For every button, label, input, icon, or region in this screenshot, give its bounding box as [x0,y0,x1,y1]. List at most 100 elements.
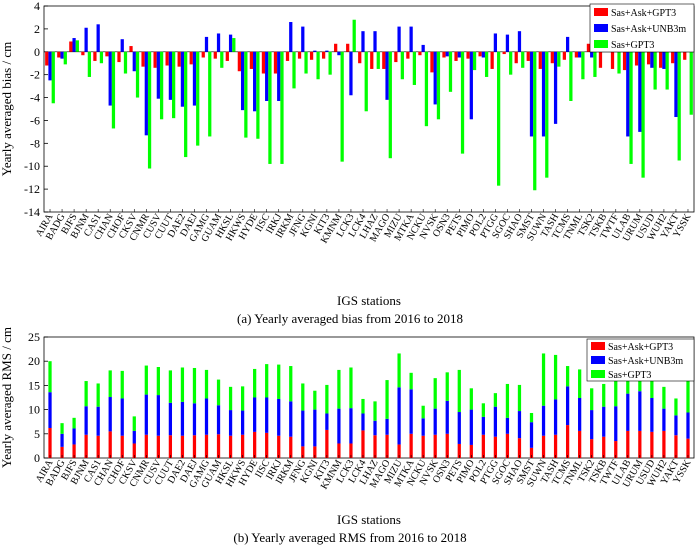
bar-sas-ask-unb3m [325,50,329,52]
bar-sas-ask-gpt3 [204,434,209,458]
bar-sas-ask-gpt3 [120,435,124,458]
bar-sas-ask-gpt3 [481,434,485,458]
bar-sas-ask-gpt3 [418,51,422,56]
bar-sas-gpt3 [168,370,173,403]
bar-sas-ask-unb3m [409,26,413,52]
bar-sas-ask-unb3m [457,51,461,58]
plot-frame [43,5,695,213]
bar-sas-ask-gpt3 [445,433,449,458]
bar-sas-gpt3 [497,51,501,186]
bar-sas-gpt3 [457,369,461,413]
bar-sas-gpt3 [409,372,413,390]
bar-sas-ask-unb3m [204,398,209,435]
bar-sas-ask-gpt3 [590,439,594,458]
bar-sas-gpt3 [340,51,344,162]
bar-sas-ask-unb3m [277,398,281,436]
bar-sas-gpt3 [602,383,606,407]
bar-sas-gpt3 [617,51,621,74]
bar-sas-gpt3 [569,51,573,101]
bar-sas-gpt3 [111,51,116,129]
bar-sas-ask-unb3m [385,51,389,100]
bar-sas-gpt3 [593,51,597,77]
bar-sas-ask-unb3m [614,406,618,442]
bar-sas-ask-gpt3 [177,51,181,67]
bar-sas-ask-unb3m [337,408,341,444]
bar-sas-gpt3 [63,51,67,65]
bar-sas-ask-gpt3 [466,51,470,59]
bar-sas-gpt3 [565,366,570,387]
bar-sas-ask-gpt3 [60,446,64,458]
legend: Sas+Ask+GPT3 Sas+Ask+UNB3m Sas+GPT3 [586,338,695,382]
y-tick-label: -14 [24,205,40,219]
bar-sas-ask-unb3m [216,33,221,52]
bar-sas-ask-gpt3 [346,43,350,52]
bar-sas-ask-unb3m [144,51,148,136]
bar-sas-gpt3 [641,51,645,178]
bar-sas-ask-gpt3 [225,51,229,61]
bar-sas-gpt3 [99,51,104,64]
bar-sas-ask-gpt3 [526,51,530,61]
bar-sas-ask-gpt3 [406,51,410,59]
bar-sas-ask-unb3m [565,36,570,52]
bar-sas-gpt3 [581,51,585,80]
bar-sas-ask-gpt3 [129,46,133,52]
bar-sas-ask-unb3m [541,51,546,137]
bar-sas-gpt3 [228,386,233,411]
bar-sas-ask-gpt3 [478,51,482,57]
bar-sas-ask-gpt3 [683,51,687,60]
bar-sas-gpt3 [208,51,212,137]
bar-sas-ask-unb3m [48,392,52,428]
bar-sas-ask-gpt3 [409,433,413,458]
legend-label: Sas+Ask+UNB3m [611,24,686,35]
bar-sas-ask-unb3m [156,395,160,436]
bar-sas-ask-unb3m [132,430,136,444]
y-tick-label: -2 [30,68,40,82]
bar-sas-gpt3 [48,361,52,393]
y-tick-label: 15 [28,378,40,392]
bar-sas-ask-gpt3 [550,51,554,64]
y-tick-label: 10 [28,403,40,417]
bar-sas-ask-gpt3 [553,434,558,458]
bar-sas-ask-gpt3 [634,51,639,66]
legend-label: Sas+Ask+GPT3 [611,8,676,19]
bar-sas-ask-unb3m [313,50,317,52]
bar-sas-gpt3 [147,51,152,169]
bar-sas-ask-gpt3 [385,434,389,458]
y-tick-label: 0 [34,45,40,59]
bar-sas-ask-unb3m [156,51,160,99]
bar-sas-ask-gpt3 [659,51,663,68]
bar-sas-ask-unb3m [481,51,485,58]
bar-sas-gpt3 [553,354,558,400]
bar-sas-gpt3 [292,51,296,89]
bar-sas-gpt3 [629,51,633,164]
bar-sas-ask-gpt3 [541,435,546,458]
bar-sas-gpt3 [578,369,582,398]
bar-sas-gpt3 [123,51,128,74]
bar-sas-gpt3 [424,51,429,127]
bar-sas-ask-unb3m [529,51,534,137]
bar-sas-ask-unb3m [373,31,377,52]
bar-sas-ask-unb3m [662,408,666,431]
bar-sas-ask-gpt3 [517,438,522,458]
bar-sas-ask-gpt3 [671,51,675,64]
bar-sas-gpt3 [172,51,176,119]
x-axis-title: IGS stations [337,512,401,527]
bar-sas-ask-gpt3 [469,444,473,458]
bar-sas-ask-unb3m [180,401,185,436]
bar-sas-ask-gpt3 [253,431,257,458]
bar-sas-gpt3 [445,372,449,401]
bar-sas-ask-gpt3 [297,51,302,59]
bar-sas-ask-unb3m [253,397,257,432]
bar-sas-ask-unb3m [313,409,317,447]
bar-sas-ask-unb3m [650,51,654,68]
bar-sas-gpt3 [689,51,693,115]
bar-sas-gpt3 [541,353,546,406]
bar-sas-ask-gpt3 [144,434,148,458]
bar-sas-ask-gpt3 [141,51,145,67]
bar-sas-ask-unb3m [650,397,654,432]
bar-sas-gpt3 [505,383,510,418]
bar-sas-ask-gpt3 [192,435,197,458]
bar-sas-gpt3 [533,51,537,191]
bar-sas-ask-unb3m [590,51,594,58]
bar-sas-ask-gpt3 [442,51,446,58]
